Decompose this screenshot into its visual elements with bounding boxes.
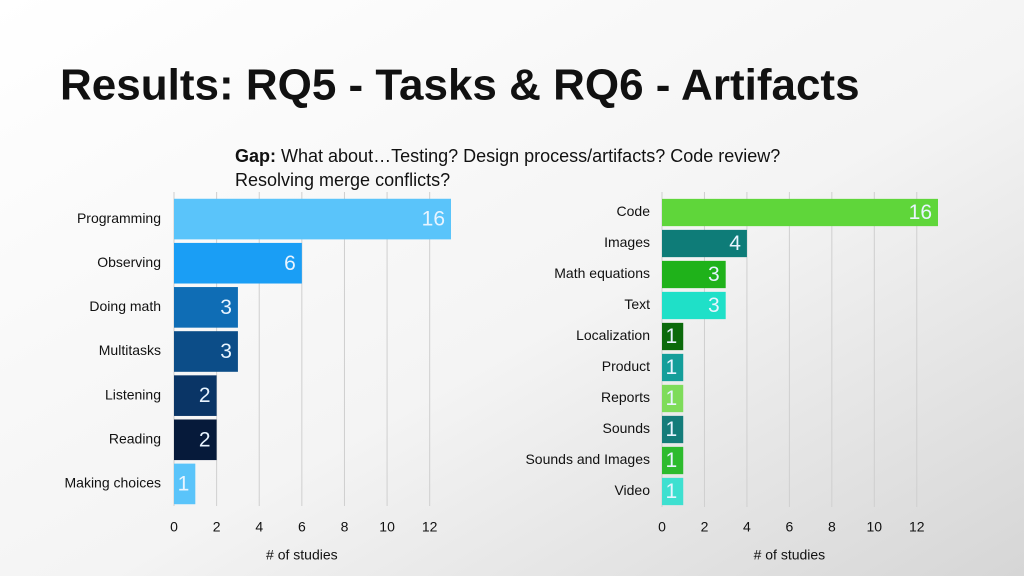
category-label: Sounds <box>603 420 650 436</box>
value-label: 1 <box>666 480 678 503</box>
bar <box>174 287 238 328</box>
value-label: 2 <box>199 384 211 407</box>
bar <box>174 331 238 372</box>
value-label: 4 <box>729 232 741 255</box>
value-label: 1 <box>666 325 678 348</box>
x-axis-label: # of studies <box>266 547 338 563</box>
bar <box>174 375 217 416</box>
x-axis-label: # of studies <box>754 547 826 563</box>
x-tick-label: 12 <box>422 519 438 535</box>
value-label: 1 <box>178 472 190 495</box>
category-label: Images <box>604 234 650 250</box>
category-label: Text <box>624 296 650 312</box>
x-tick-label: 4 <box>743 519 751 535</box>
gap-text: What about…Testing? Design process/artif… <box>281 146 780 166</box>
gap-text: Resolving merge conflicts? <box>235 170 450 190</box>
category-label: Programming <box>77 210 161 226</box>
bar <box>174 242 302 284</box>
gap-label: Gap: <box>235 146 276 166</box>
bar <box>662 260 726 289</box>
value-label: 1 <box>666 356 678 379</box>
category-label: Reports <box>601 389 650 405</box>
category-label: Sounds and Images <box>525 451 650 467</box>
x-tick-label: 8 <box>341 519 349 535</box>
bar <box>662 353 684 382</box>
bar <box>662 229 747 258</box>
category-label: Observing <box>97 254 161 270</box>
x-tick-label: 8 <box>828 519 836 535</box>
bar <box>174 419 217 461</box>
category-label: Multitasks <box>99 342 161 358</box>
category-label: Product <box>602 358 650 374</box>
x-tick-label: 10 <box>867 519 883 535</box>
category-label: Doing math <box>89 298 161 314</box>
x-tick-label: 6 <box>785 519 793 535</box>
value-label: 16 <box>909 201 932 224</box>
x-tick-label: 12 <box>909 519 925 535</box>
value-label: 1 <box>666 449 678 472</box>
category-label: Code <box>617 203 651 219</box>
category-label: Making choices <box>65 475 162 491</box>
value-label: 6 <box>284 252 296 275</box>
value-label: 3 <box>708 263 720 286</box>
x-tick-label: 2 <box>701 519 709 535</box>
slide-title: Results: RQ5 - Tasks & RQ6 - Artifacts <box>60 61 860 110</box>
x-tick-label: 0 <box>170 519 178 535</box>
x-tick-label: 10 <box>379 519 395 535</box>
value-label: 2 <box>199 428 211 451</box>
bar <box>662 384 684 413</box>
category-label: Localization <box>576 327 650 343</box>
bar <box>662 198 938 227</box>
category-label: Video <box>614 482 650 498</box>
bar <box>662 477 684 506</box>
bar <box>174 463 196 505</box>
x-tick-label: 0 <box>658 519 666 535</box>
x-tick-label: 2 <box>213 519 221 535</box>
bar <box>662 415 684 444</box>
category-label: Reading <box>109 430 161 446</box>
value-label: 16 <box>422 208 445 231</box>
bar <box>662 291 726 320</box>
category-label: Math equations <box>554 265 650 281</box>
category-label: Listening <box>105 386 161 402</box>
bar <box>662 322 684 351</box>
bar <box>662 446 684 475</box>
bar <box>174 198 451 240</box>
x-tick-label: 4 <box>255 519 263 535</box>
value-label: 3 <box>220 340 232 363</box>
value-label: 1 <box>666 418 678 441</box>
x-tick-label: 6 <box>298 519 306 535</box>
gap-line: Gap: What about…Testing? Design process/a… <box>235 146 780 166</box>
value-label: 3 <box>708 294 720 317</box>
value-label: 3 <box>220 296 232 319</box>
value-label: 1 <box>666 387 678 410</box>
